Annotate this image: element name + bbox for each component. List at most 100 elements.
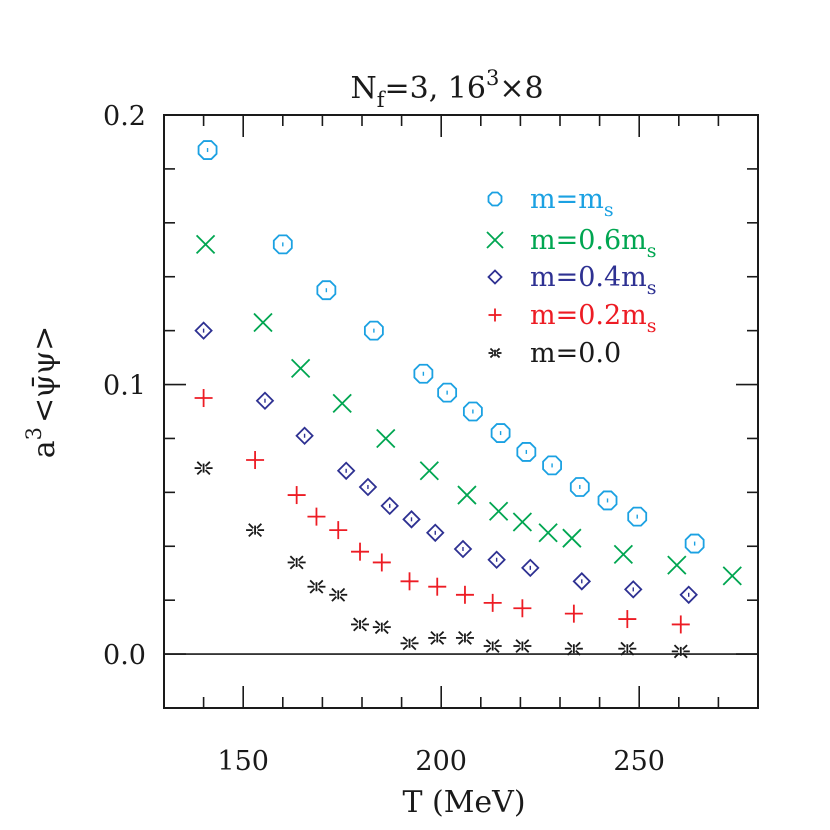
plus-marker-icon [428, 577, 447, 596]
series-x [195, 234, 742, 586]
x-marker-icon [419, 461, 439, 481]
y-axis-label: a3<ψ̄ψ> [22, 326, 62, 459]
x-marker-icon [332, 393, 352, 414]
series-asterisk [194, 461, 690, 659]
asterisk-marker-icon [372, 620, 391, 635]
legend-label: m=0.4ms [530, 262, 657, 299]
x-marker-icon [562, 528, 582, 548]
x-marker-icon [457, 485, 477, 505]
diamond-marker-icon [572, 572, 592, 591]
asterisk-marker-icon [564, 641, 583, 656]
diamond-marker-icon [623, 580, 643, 599]
octagon-marker-icon [516, 442, 537, 462]
plus-marker-icon [372, 553, 391, 572]
legend-label: m=ms [530, 184, 614, 221]
x-axis-label: T (MeV) [402, 785, 525, 820]
legend-item: m=0.2ms [488, 300, 657, 337]
x-marker-icon [376, 428, 396, 449]
legend-label: m=0.0 [530, 338, 621, 369]
diamond-marker-icon [453, 539, 473, 559]
diamond-marker-icon [521, 558, 540, 578]
y-tick-label: 0.0 [103, 640, 146, 671]
plus-marker-icon [564, 604, 583, 623]
plus-marker-icon [671, 615, 690, 634]
asterisk-marker-icon [329, 587, 348, 602]
tick-labels: 150 200 250 0.0 0.1 0.2 [103, 101, 665, 777]
plus-marker-icon [329, 521, 348, 540]
octagon-marker-icon [597, 490, 618, 511]
svg-text:a3<ψ̄ψ>: a3<ψ̄ψ> [22, 326, 62, 459]
data-points [194, 140, 742, 659]
diamond-marker-icon [425, 523, 445, 543]
asterisk-marker-icon [513, 639, 532, 653]
asterisk-marker-icon [287, 555, 306, 570]
asterisk-marker-icon [194, 461, 213, 476]
asterisk-marker-icon [428, 630, 447, 645]
asterisk-marker-icon [246, 523, 265, 538]
asterisk-marker-icon [307, 579, 326, 594]
plus-marker-icon [287, 486, 306, 505]
legend-item: m=0.4ms [487, 262, 657, 299]
x-marker-icon [512, 512, 533, 532]
plus-marker-icon [307, 507, 326, 526]
y-tick-label: 0.1 [103, 371, 146, 402]
diamond-marker-icon [679, 585, 698, 605]
plus-marker-icon [246, 451, 265, 470]
legend-item: m=0.6ms [486, 225, 657, 262]
legend-item: m=ms [487, 184, 614, 221]
asterisk-marker-icon [483, 639, 502, 653]
plus-marker-icon [351, 542, 370, 561]
plus-marker-icon [455, 585, 474, 604]
asterisk-marker-icon [351, 617, 370, 632]
octagon-marker-icon [684, 533, 705, 554]
diamond-marker-icon [255, 391, 275, 410]
octagon-marker-icon [627, 506, 648, 527]
svg-text:Nf=3, 163×8: Nf=3, 163×8 [350, 66, 543, 112]
octagon-marker-icon [316, 280, 337, 301]
octagon-marker-icon [363, 320, 384, 341]
series-octagon [197, 140, 705, 554]
x-tick-label: 200 [415, 746, 467, 777]
legend-item: m=0.0 [488, 338, 621, 369]
chart-title: Nf=3, 163×8 [350, 66, 543, 112]
x-tick-label: 150 [217, 746, 269, 777]
x-marker-icon [538, 523, 558, 543]
y-tick-label: 0.2 [103, 101, 146, 132]
octagon-marker-icon [197, 140, 218, 160]
asterisk-marker-icon [671, 644, 690, 659]
diamond-marker-icon [194, 321, 213, 340]
x-marker-icon [290, 358, 311, 379]
x-marker-icon [486, 231, 504, 249]
asterisk-marker-icon [488, 347, 502, 359]
x-marker-icon [488, 501, 509, 521]
diamond-marker-icon [402, 510, 421, 529]
series-plus [194, 389, 690, 634]
x-marker-icon [722, 566, 742, 586]
asterisk-marker-icon [455, 630, 474, 645]
octagon-marker-icon [413, 363, 434, 384]
octagon-marker-icon [487, 191, 503, 207]
diamond-marker-icon [336, 461, 356, 481]
axis-ticks [164, 115, 758, 708]
plus-marker-icon [483, 593, 502, 612]
diamond-marker-icon [487, 269, 503, 285]
diamond-marker-icon [295, 426, 314, 446]
octagon-marker-icon [569, 477, 590, 497]
x-marker-icon [195, 234, 216, 255]
asterisk-marker-icon [400, 636, 419, 651]
octagon-marker-icon [437, 382, 458, 403]
octagon-marker-icon [542, 455, 562, 476]
x-tick-label: 250 [613, 746, 665, 777]
series-diamond [194, 321, 698, 605]
x-marker-icon [613, 544, 633, 564]
plus-marker-icon [400, 572, 419, 591]
plus-marker-icon [513, 599, 532, 618]
diamond-marker-icon [358, 477, 378, 497]
octagon-marker-icon [462, 401, 483, 422]
x-marker-icon [253, 312, 273, 333]
plus-marker-icon [194, 389, 213, 408]
plot-frame [163, 114, 759, 709]
diamond-marker-icon [487, 550, 506, 570]
